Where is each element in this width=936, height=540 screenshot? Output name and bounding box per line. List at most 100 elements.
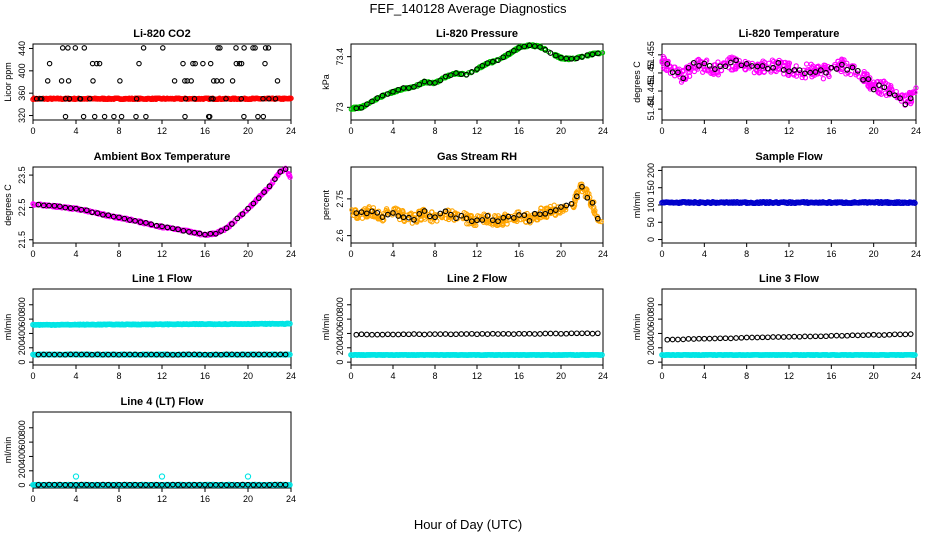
x-tick-label: 16: [514, 371, 524, 381]
data-point: [589, 51, 596, 58]
data-point: [489, 217, 496, 224]
data-point: [133, 96, 140, 102]
x-tick-label: 0: [30, 249, 35, 259]
data-point: [148, 351, 155, 358]
data-point: [865, 76, 872, 82]
x-tick-label: 24: [598, 126, 608, 136]
y-tick-label: 800: [646, 297, 656, 312]
panel-gas-stream-rh: Gas Stream RH 0 4 8 12 16 20 24 2.6 2.75 percent: [321, 151, 608, 259]
data-point: [669, 69, 676, 76]
data-point: [743, 61, 750, 67]
data-point: [401, 217, 407, 224]
data-point: [186, 482, 192, 488]
y-tick-label: 23.5: [17, 166, 27, 184]
data-point: [780, 334, 787, 340]
data-point: [504, 212, 511, 219]
data-point: [870, 331, 877, 338]
data-point: [584, 194, 591, 201]
data-point: [93, 60, 100, 67]
data-point: [429, 209, 435, 215]
data-point: [133, 113, 139, 120]
data-point: [881, 332, 888, 338]
x-tick-label: 20: [869, 371, 879, 381]
x-tick-label: 24: [911, 249, 921, 259]
data-point: [202, 231, 208, 238]
data-point: [180, 351, 187, 358]
data-point: [175, 481, 181, 488]
data-point: [791, 72, 797, 78]
data-point: [405, 85, 412, 91]
data-point: [775, 334, 782, 340]
data-point: [826, 73, 832, 80]
data-point: [563, 330, 570, 337]
data-point: [701, 335, 708, 342]
data-point: [911, 199, 917, 206]
data-point: [265, 45, 272, 51]
data-point: [817, 333, 824, 340]
y-axis-label: ml/min: [632, 192, 642, 219]
data-point: [57, 351, 63, 358]
data-point: [80, 113, 87, 120]
data-point: [463, 215, 470, 222]
data-point: [67, 205, 74, 211]
data-point: [392, 205, 399, 211]
data-point: [453, 215, 459, 222]
data-point: [599, 352, 605, 358]
data-point: [447, 331, 454, 338]
data-point: [288, 95, 294, 102]
x-tick-label: 24: [598, 249, 608, 259]
data-point: [35, 201, 42, 208]
data-point: [753, 66, 759, 73]
data-point: [775, 60, 782, 66]
data-point: [458, 212, 465, 219]
data-point: [73, 482, 79, 488]
figure-x-axis-label: Hour of Day (UTC): [413, 517, 523, 532]
data-point: [754, 63, 761, 70]
panel-title: Ambient Box Temperature: [94, 151, 231, 163]
y-tick-label: 51.445: [646, 77, 656, 105]
x-tick-label: 20: [869, 249, 879, 259]
data-point: [909, 90, 915, 96]
data-point: [46, 351, 52, 358]
data-point: [140, 220, 147, 227]
data-point: [807, 69, 814, 76]
data-point: [261, 482, 267, 488]
data-point: [275, 172, 281, 179]
x-tick-label: 16: [200, 249, 210, 259]
data-point: [912, 200, 918, 206]
data-point: [524, 42, 530, 48]
data-point: [395, 86, 402, 93]
y-tick-label: 800: [335, 297, 345, 312]
x-tick-label: 4: [390, 371, 395, 381]
data-point: [429, 219, 435, 225]
data-point: [239, 351, 246, 358]
x-tick-label: 16: [200, 494, 210, 504]
data-point: [489, 58, 496, 65]
data-point: [793, 73, 800, 79]
data-point: [458, 71, 465, 78]
x-tick-label: 4: [702, 126, 707, 136]
x-tick-label: 4: [73, 494, 78, 504]
y-tick-label: 73: [335, 102, 345, 112]
data-point: [521, 212, 528, 219]
data-point: [573, 330, 580, 337]
data-point: [94, 210, 101, 216]
data-point: [770, 64, 776, 71]
data-point: [510, 215, 517, 221]
data-point: [287, 320, 293, 327]
data-point: [589, 199, 596, 206]
data-point: [825, 64, 831, 70]
data-point: [690, 59, 697, 66]
data-point: [492, 213, 498, 219]
series-points: [659, 54, 919, 108]
data-point: [437, 331, 444, 337]
data-point: [505, 331, 512, 337]
data-point: [105, 351, 112, 358]
data-point: [400, 85, 407, 91]
data-point: [897, 331, 903, 338]
x-tick-label: 24: [911, 371, 921, 381]
data-point: [186, 229, 192, 235]
data-point: [272, 176, 278, 182]
